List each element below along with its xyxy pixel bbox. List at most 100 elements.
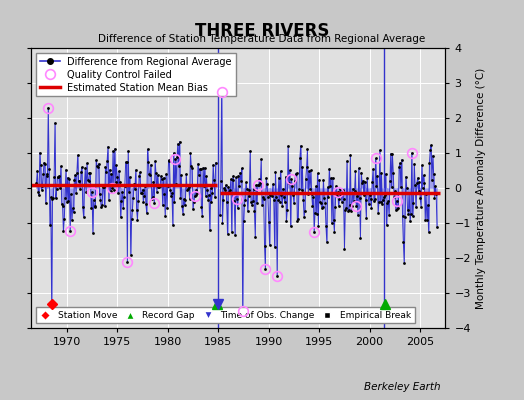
Point	[130, 181, 138, 188]
Point	[397, 184, 405, 190]
Point	[221, 187, 229, 193]
Point	[176, 138, 184, 145]
Point	[343, 158, 351, 164]
Point	[358, 180, 366, 186]
Point	[248, 198, 257, 205]
Point	[332, 183, 340, 189]
Point	[378, 200, 387, 207]
Point	[316, 200, 325, 207]
Point	[67, 191, 75, 198]
Point	[431, 183, 440, 190]
Point	[277, 192, 286, 198]
Point	[39, 171, 47, 178]
Point	[345, 202, 354, 208]
Point	[32, 180, 41, 186]
Point	[344, 207, 353, 214]
Point	[216, 212, 224, 218]
Point	[169, 150, 178, 156]
Point	[430, 194, 439, 201]
Point	[177, 172, 185, 178]
Point	[204, 197, 212, 203]
Point	[112, 162, 121, 168]
Point	[101, 203, 109, 210]
Point	[348, 186, 357, 192]
Point	[338, 198, 346, 205]
Point	[398, 156, 406, 163]
Point	[224, 184, 233, 190]
Point	[216, 178, 225, 184]
Point	[205, 227, 214, 233]
Point	[238, 307, 247, 314]
Point	[235, 182, 244, 189]
Point	[58, 202, 67, 209]
Point	[124, 148, 133, 154]
Point	[308, 202, 316, 209]
Point	[103, 157, 112, 164]
Point	[76, 185, 84, 192]
Point	[243, 186, 251, 192]
Point	[363, 175, 372, 182]
Point	[148, 196, 156, 202]
Point	[362, 197, 370, 204]
Point	[105, 197, 113, 204]
Point	[138, 186, 147, 193]
Point	[288, 182, 297, 189]
Point	[137, 190, 145, 196]
Point	[114, 190, 122, 196]
Point	[353, 193, 361, 200]
Point	[141, 201, 150, 208]
Point	[170, 199, 179, 206]
Point	[196, 166, 205, 172]
Point	[316, 199, 324, 206]
Point	[226, 187, 234, 194]
Point	[147, 161, 155, 168]
Point	[413, 175, 422, 181]
Point	[299, 196, 308, 203]
Point	[122, 159, 130, 165]
Point	[265, 219, 273, 225]
Y-axis label: Monthly Temperature Anomaly Difference (°C): Monthly Temperature Anomaly Difference (…	[476, 67, 486, 309]
Point	[137, 190, 146, 196]
Point	[285, 180, 293, 186]
Point	[90, 197, 98, 204]
Point	[82, 188, 90, 195]
Point	[314, 223, 323, 229]
Point	[220, 185, 228, 192]
Point	[369, 166, 377, 172]
Point	[172, 181, 180, 187]
Point	[275, 175, 283, 181]
Point	[165, 157, 173, 163]
Point	[423, 202, 432, 208]
Point	[412, 204, 420, 210]
Point	[219, 196, 227, 203]
Point	[348, 202, 356, 209]
Point	[80, 213, 88, 220]
Point	[188, 164, 196, 171]
Point	[272, 194, 280, 200]
Point	[133, 206, 141, 213]
Point	[283, 207, 291, 214]
Point	[227, 229, 236, 235]
Point	[245, 187, 254, 193]
Point	[325, 166, 333, 172]
Point	[313, 170, 322, 177]
Point	[408, 213, 417, 219]
Point	[269, 181, 277, 187]
Point	[148, 194, 157, 200]
Point	[106, 188, 115, 194]
Point	[43, 172, 52, 179]
Point	[296, 155, 304, 162]
Point	[201, 165, 209, 171]
Point	[322, 222, 330, 229]
Point	[306, 186, 314, 192]
Point	[331, 204, 340, 210]
Point	[194, 160, 202, 167]
Point	[362, 215, 370, 221]
Point	[273, 272, 281, 279]
Point	[96, 196, 105, 203]
Point	[108, 185, 116, 191]
Point	[301, 208, 309, 214]
Point	[427, 142, 435, 148]
Point	[355, 165, 363, 172]
Point	[234, 172, 243, 179]
